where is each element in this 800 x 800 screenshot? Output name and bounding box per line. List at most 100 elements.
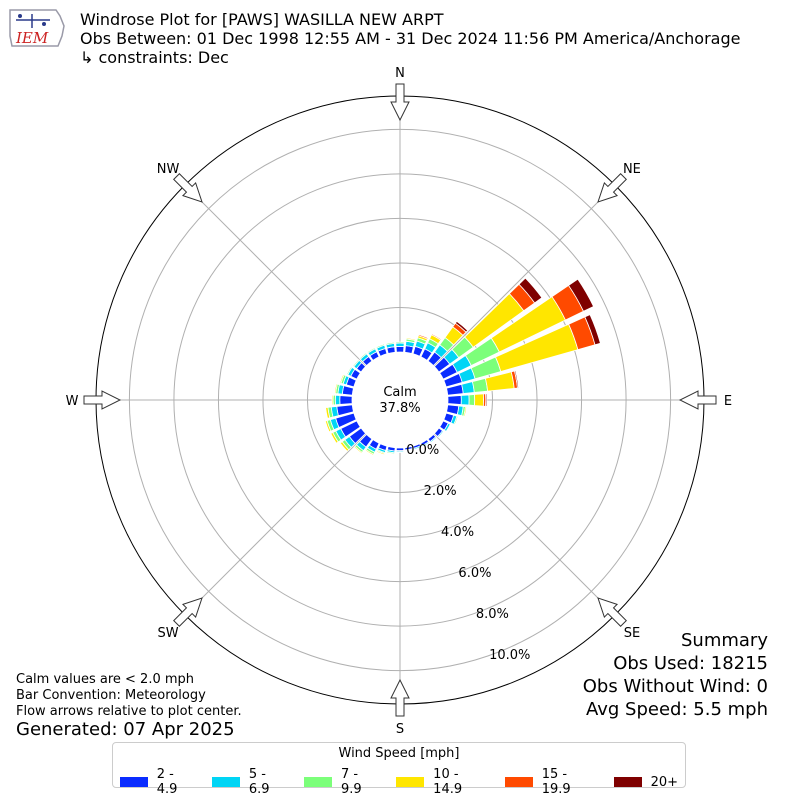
bar-convention-note: Bar Convention: Meteorology (16, 688, 206, 703)
windrose-bar-segment (485, 393, 488, 407)
legend-label: 10 - 14.9 (433, 767, 463, 797)
avg-speed: Avg Speed: 5.5 mph (586, 699, 768, 720)
flow-arrows (83, 83, 717, 717)
windrose-bar-segment (429, 436, 438, 444)
notes-block: Calm values are < 2.0 mph Bar Convention… (16, 672, 242, 720)
legend-items: 2 - 4.9 5 - 6.9 7 - 9.9 10 - 14.9 15 - 19.9 2… (113, 767, 685, 797)
windrose-bar-segment (353, 445, 363, 454)
compass-label: N (395, 66, 405, 81)
compass-label: W (66, 394, 79, 409)
flow-arrow (390, 83, 410, 122)
windrose-bar-segment (364, 449, 375, 456)
obs-without-wind: Obs Without Wind: 0 (582, 676, 768, 697)
iem-logo: IEM (9, 9, 65, 47)
grid-spoke (184, 184, 367, 367)
legend-swatch (304, 777, 333, 787)
flow-arrow (597, 173, 627, 203)
summary-block: Summary Obs Used: 18215 Obs Without Wind… (583, 629, 768, 721)
logo-text: IEM (15, 29, 49, 47)
windrose-bar-segment (395, 451, 405, 453)
legend-item: 5 - 6.9 (212, 767, 290, 797)
windrose-bar-segment (437, 430, 445, 438)
grid-spoke (433, 184, 616, 367)
windrose-bar-segment (461, 381, 475, 395)
legend-label: 2 - 4.9 (156, 767, 178, 797)
windrose-bar-segment (447, 395, 462, 405)
compass-label: SW (158, 626, 179, 641)
windrose-bar-segment (386, 452, 395, 456)
chart-subtitle: Obs Between: 01 Dec 1998 12:55 AM - 31 D… (80, 29, 741, 48)
windrose-bar-segment (330, 431, 339, 444)
calm-circle (352, 352, 448, 448)
windrose-bar-segment (454, 320, 469, 333)
compass-label: S (396, 722, 404, 737)
windrose-bar-segment (421, 441, 430, 448)
calm-label: Calm (383, 385, 416, 400)
windrose-bar-segment (325, 406, 331, 419)
windrose-bar-segment (341, 385, 354, 396)
radial-tick-label: 0.0% (406, 443, 439, 458)
calm-note: Calm values are < 2.0 mph (16, 672, 195, 687)
windrose-bar-segment (339, 441, 350, 452)
windrose-bars (324, 277, 601, 456)
windrose-bar-segment (385, 341, 395, 346)
legend-item: 20+ (613, 767, 678, 797)
legend-item: 10 - 14.9 (396, 767, 491, 797)
windrose-bar-segment (358, 352, 368, 360)
windrose-bar-segment (395, 346, 405, 353)
chart-title: Windrose Plot for [PAWS] WASILLA NEW ARP… (80, 10, 444, 29)
legend-swatch (212, 777, 240, 787)
legend-label: 5 - 6.9 (248, 767, 270, 797)
flow-arrow (678, 390, 717, 410)
windrose-bar-segment (395, 342, 405, 348)
windrose-bar-segment (460, 394, 470, 406)
windrose-bar-segment (417, 334, 429, 340)
flow-arrow (390, 678, 410, 717)
windrose-bar-segment (471, 377, 489, 393)
legend-label: 20+ (650, 774, 678, 790)
radial-tick-label: 2.0% (424, 484, 457, 499)
windrose-bar-segment (346, 366, 353, 376)
flow-arrow (597, 597, 627, 627)
grid-spoke (184, 433, 367, 616)
compass-labels: N NE E SE S SW W NW (66, 66, 733, 737)
calm-circle-group: Calm 37.8% (352, 352, 448, 448)
windrose-bar-segment (584, 314, 601, 346)
windrose-bar-segment (339, 395, 353, 405)
windrose-bar-segment (331, 394, 334, 406)
summary-heading: Summary (681, 630, 768, 651)
windrose-bar-segment (375, 343, 385, 349)
flow-arrow (173, 597, 203, 627)
windrose-bar-segment (463, 406, 468, 417)
flow-arrow (173, 173, 203, 203)
windrose-bar-segment (443, 422, 451, 432)
windrose-bar-segment (352, 358, 360, 368)
legend-item: 2 - 4.9 (120, 767, 198, 797)
legend-item: 15 - 19.9 (505, 767, 600, 797)
compass-label: SE (624, 626, 640, 641)
radial-tick-label: 8.0% (476, 607, 509, 622)
windrose-bar-segment (431, 332, 443, 340)
obs-used: Obs Used: 18215 (613, 653, 768, 674)
windrose-bar-segment (413, 445, 422, 450)
legend-label: 7 - 9.9 (341, 767, 362, 797)
windrose-bar-segment (446, 404, 460, 415)
windrose-chart: Calm 37.8% 0.0% 2.0% 4.0% 6.0% 8.0% 10.0% N NE… (66, 66, 733, 737)
legend-swatch (505, 777, 533, 787)
windrose-bar-segment (376, 450, 386, 456)
flow-note: Flow arrows relative to plot center. (16, 704, 242, 719)
windrose-bar-segment (474, 393, 485, 407)
legend-label: 15 - 19.9 (541, 767, 571, 797)
windrose-bar-segment (334, 394, 341, 406)
windrose-bar-segment (405, 337, 416, 342)
legend-item: 7 - 9.9 (304, 767, 382, 797)
windrose-bar-segment (453, 415, 459, 426)
legend-swatch (120, 777, 148, 787)
windrose-bar-segment (366, 347, 376, 354)
grid-spoke (433, 433, 616, 616)
radial-tick-label: 6.0% (458, 566, 491, 581)
windrose-bar-segment (518, 277, 543, 304)
legend-swatch (613, 777, 642, 787)
compass-label: NE (623, 162, 641, 177)
windrose-bar-segment (339, 373, 345, 384)
